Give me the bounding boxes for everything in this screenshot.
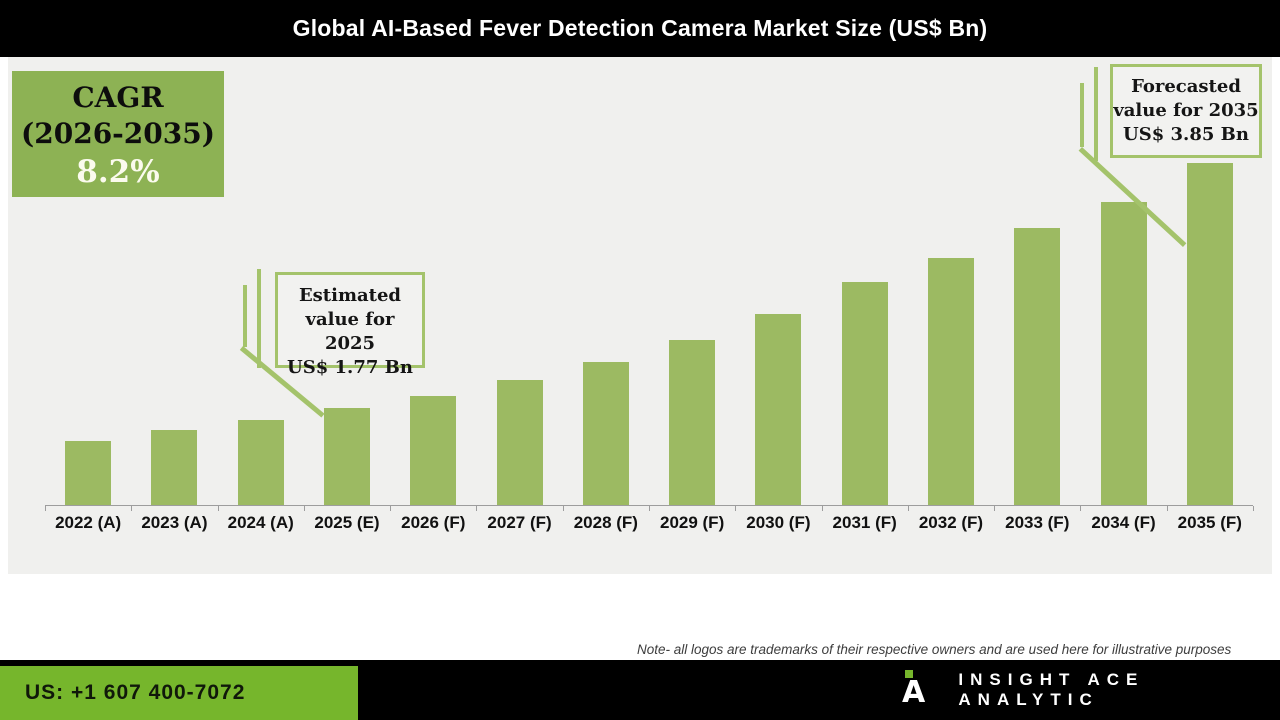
x-axis-label: 2032 (F) (918, 513, 984, 532)
x-axis-label: 2028 (F) (573, 513, 638, 532)
callout-text: value for 2035 (1113, 100, 1259, 121)
x-axis-labels: 2022 (A) 2023 (A) 2024 (A) 2025 (E) 2026 (F)… (45, 513, 1253, 533)
x-axis-label: 2035 (F) (1177, 513, 1242, 532)
cagr-label: CAGR (72, 81, 164, 114)
x-axis (45, 505, 1254, 511)
bar-slot (1167, 57, 1253, 505)
bar-slot (649, 57, 735, 505)
estimated-callout-bracket-line (257, 269, 261, 368)
bar-slot (822, 57, 908, 505)
callout-text: Estimated (298, 285, 402, 306)
x-axis-label: 2023 (A) (141, 513, 208, 532)
bar-slot (563, 57, 649, 505)
axis-tick (390, 506, 392, 511)
note-line-1: Note- all logos are trademarks of their … (637, 642, 1232, 657)
bar-2025 (323, 408, 370, 505)
cagr-value: 8.2% (76, 154, 160, 190)
x-axis-label: 2027 (F) (487, 513, 552, 532)
bar-slot (994, 57, 1080, 505)
bar-2032 (927, 258, 974, 505)
axis-tick (131, 506, 133, 511)
x-axis-label: 2031 (F) (832, 513, 897, 532)
x-axis-label: 2024 (A) (227, 513, 294, 532)
axis-tick (303, 506, 305, 511)
bar-slot (390, 57, 476, 505)
callout-value: US$ 1.77 Bn (287, 357, 413, 378)
cagr-period: (2026-2035) (21, 117, 215, 150)
axis-tick (476, 506, 478, 511)
estimated-callout-bracket-line (243, 285, 247, 347)
bar-slot (304, 57, 390, 505)
forecasted-callout-bracket-line (1080, 83, 1084, 147)
x-axis-label: 2025 (E) (314, 513, 380, 532)
axis-tick (735, 506, 737, 511)
axis-tick (45, 506, 46, 511)
axis-tick (1166, 506, 1168, 511)
axis-tick (217, 506, 219, 511)
header-bar: Global AI-Based Fever Detection Camera M… (0, 0, 1280, 57)
x-axis-label: 2034 (F) (1091, 513, 1156, 532)
axis-tick (907, 506, 909, 511)
forecasted-value-callout: Forecasted value for 2035 US$ 3.85 Bn (1110, 64, 1262, 158)
x-axis-label: 2033 (F) (1005, 513, 1070, 532)
axis-tick (649, 506, 650, 511)
insight-ace-analytic-brand: A INSIGHT ACE ANALYTIC (900, 670, 1280, 710)
x-axis-label: 2022 (A) (55, 513, 122, 532)
bar-slot (218, 57, 304, 505)
footer-bar: US: +1 607 400-7072 A INSIGHT ACE ANALYT… (0, 660, 1280, 720)
x-axis-label: 2029 (F) (659, 513, 725, 532)
bar-slot (476, 57, 562, 505)
bar-2029 (669, 340, 716, 505)
bar-2030 (755, 314, 802, 505)
bar-slot (45, 57, 131, 505)
axis-tick (1080, 506, 1082, 511)
cagr-badge: CAGR (2026-2035) 8.2% (12, 71, 224, 197)
bar-2033 (1014, 228, 1061, 505)
bars-row (45, 57, 1253, 505)
x-axis-label: 2030 (F) (746, 513, 811, 532)
bar-2022 (65, 441, 112, 505)
estimated-value-callout: Estimated value for 2025 US$ 1.77 Bn (275, 272, 425, 378)
axis-tick (1253, 506, 1254, 511)
callout-text: value for 2025 (305, 309, 395, 354)
phone-box: US: +1 607 400-7072 (0, 666, 358, 720)
bar-2035 (1186, 163, 1233, 505)
callout-text: Forecasted (1131, 76, 1241, 97)
bar-2023 (151, 430, 198, 505)
bar-2031 (841, 282, 888, 505)
contributors-strip: Market Contributors: ALTOROS ™ ✱ AnyConn… (0, 574, 1280, 660)
phone-number: US: +1 607 400-7072 (25, 681, 246, 704)
axis-tick (994, 506, 996, 511)
bar-slot (908, 57, 994, 505)
callout-value: US$ 3.85 Bn (1123, 124, 1249, 145)
chart-panel: CAGR (2026-2035) 8.2% 2022 (A) 2023 (A) 20… (8, 57, 1272, 574)
axis-tick (821, 506, 823, 511)
brand-name: INSIGHT ACE ANALYTIC (958, 670, 1145, 709)
x-axis-label: 2026 (F) (401, 513, 466, 532)
bar-2028 (582, 362, 629, 505)
bar-2027 (496, 380, 543, 505)
bar-2026 (410, 396, 457, 505)
chart-title: Global AI-Based Fever Detection Camera M… (292, 15, 988, 41)
forecasted-callout-bracket-line (1094, 67, 1098, 161)
bar-2024 (237, 420, 284, 505)
bar-slot (131, 57, 217, 505)
bar-slot (1080, 57, 1166, 505)
insight-ace-logo-icon: A (900, 670, 932, 710)
bar-slot (735, 57, 821, 505)
bar-2034 (1100, 202, 1147, 505)
axis-tick (562, 506, 564, 511)
